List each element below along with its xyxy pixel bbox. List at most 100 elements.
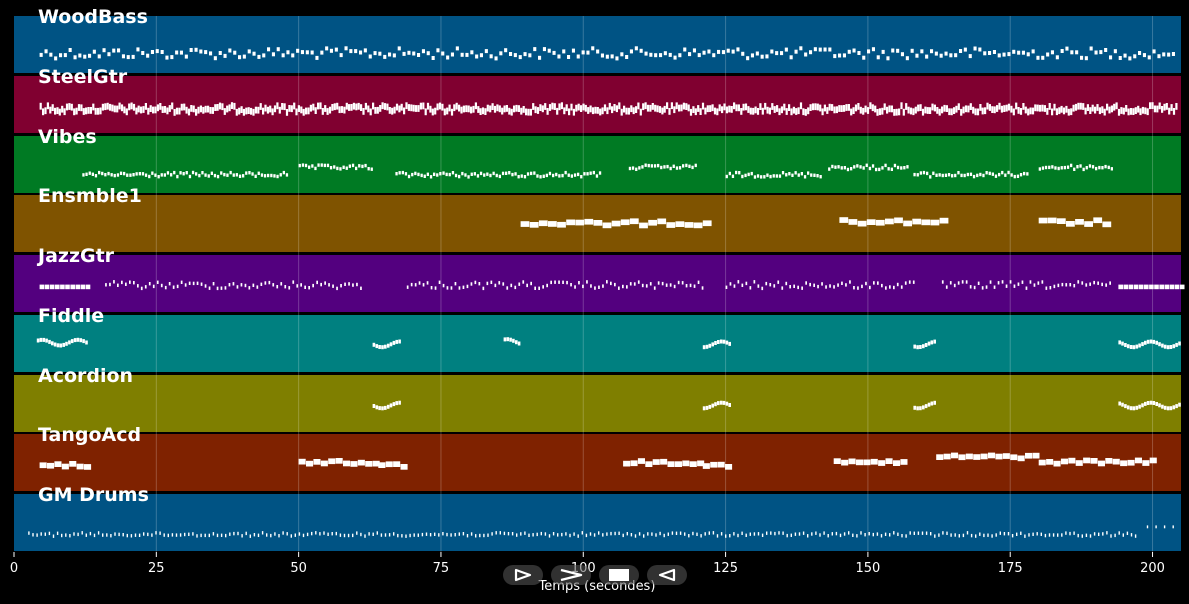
note [542, 47, 546, 52]
note [973, 454, 981, 460]
note [835, 531, 838, 536]
note [859, 165, 862, 169]
note [1025, 286, 1028, 290]
note [288, 105, 291, 112]
rewind-button[interactable] [647, 565, 687, 585]
note [659, 531, 661, 536]
note [1135, 405, 1139, 410]
note [1117, 108, 1121, 116]
note [946, 531, 948, 535]
note [73, 338, 77, 343]
stop-button[interactable] [599, 565, 639, 585]
note [39, 284, 45, 290]
note [60, 284, 65, 290]
note [683, 47, 687, 52]
note [1125, 105, 1128, 112]
note [283, 103, 286, 111]
note [773, 106, 776, 113]
note [1089, 534, 1092, 538]
note [721, 106, 724, 114]
note [1169, 345, 1173, 349]
note [838, 53, 842, 58]
note [247, 107, 250, 114]
note [479, 53, 483, 58]
note [1083, 457, 1091, 464]
note [192, 281, 195, 286]
note [111, 104, 114, 112]
note [692, 48, 696, 53]
note [159, 103, 162, 110]
note [126, 173, 129, 177]
note [499, 531, 501, 535]
note [1146, 525, 1149, 529]
note [965, 453, 973, 460]
note [846, 167, 850, 172]
track-lane [14, 434, 1181, 491]
note [1113, 49, 1117, 54]
note [919, 406, 922, 411]
note [998, 102, 1001, 110]
note [273, 105, 277, 113]
note [913, 405, 916, 410]
note [523, 52, 527, 57]
note [606, 532, 608, 536]
note [811, 532, 813, 536]
note [862, 55, 866, 60]
note [637, 280, 640, 284]
note [866, 219, 876, 225]
note [991, 106, 994, 113]
note [602, 222, 612, 229]
note [149, 105, 152, 112]
note [51, 104, 54, 111]
note [837, 283, 839, 287]
note [512, 338, 515, 343]
note [508, 171, 511, 175]
note [1041, 280, 1044, 284]
note [59, 53, 63, 58]
note [82, 108, 85, 115]
note [969, 285, 972, 289]
play-button[interactable] [503, 565, 543, 585]
note [320, 460, 328, 467]
note [196, 281, 199, 285]
forward-button[interactable] [551, 565, 591, 585]
note [245, 531, 247, 536]
note [789, 55, 793, 60]
note [434, 532, 436, 536]
note [663, 165, 666, 169]
note [132, 173, 135, 177]
note [308, 165, 311, 169]
note [319, 102, 322, 110]
note [530, 171, 533, 176]
note [350, 104, 353, 111]
note [362, 108, 365, 115]
note [1065, 46, 1069, 51]
note [202, 106, 205, 114]
note [694, 108, 697, 116]
note [281, 103, 284, 110]
note [546, 283, 548, 288]
note [360, 286, 362, 290]
note [593, 533, 596, 537]
note [221, 103, 224, 111]
note [1169, 284, 1175, 290]
note [912, 218, 922, 225]
note [397, 46, 401, 51]
note [393, 461, 401, 467]
note [729, 282, 732, 286]
note [941, 106, 944, 114]
note [653, 164, 657, 168]
note [228, 104, 231, 112]
note [1053, 103, 1056, 111]
note [544, 103, 547, 110]
note [706, 105, 709, 113]
note [392, 402, 396, 407]
note [887, 167, 890, 171]
note [865, 163, 868, 167]
note [412, 104, 415, 112]
note [1107, 165, 1110, 170]
note [788, 172, 791, 176]
note [634, 534, 637, 538]
note [773, 284, 776, 288]
note [548, 171, 552, 176]
